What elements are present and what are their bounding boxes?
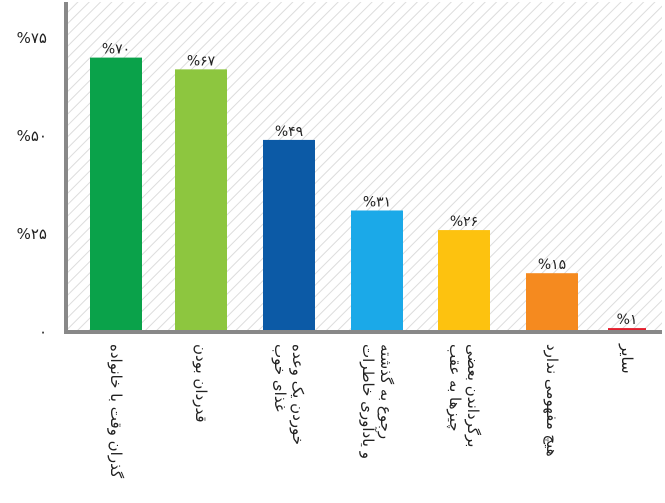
y-tick-label-2: %۵۰ (17, 127, 47, 145)
bar-value-label-1: %۶۷ (187, 53, 216, 69)
category-label-line: و یادآوری خاطرات (359, 344, 377, 459)
category-label-line: رجوع به گذشته (377, 344, 395, 439)
y-tick-label-0: ۰ (39, 323, 47, 341)
category-label-6: سایر (618, 343, 636, 374)
bar-4 (438, 230, 490, 332)
category-label-line: قدردان بودن (192, 344, 210, 423)
category-label-line: گذران وقت با خانواده (107, 344, 125, 479)
bar-0 (90, 57, 142, 332)
bar-1 (175, 69, 227, 333)
bar-value-label-3: %۳۱ (363, 194, 391, 210)
bar-value-label-2: %۴۹ (275, 124, 303, 140)
bar-value-label-0: %۷۰ (102, 42, 130, 58)
bar-value-label-6: %۱ (617, 312, 638, 328)
category-label-line: خوردن یک وعده (289, 344, 307, 445)
bar-3 (351, 210, 403, 332)
bar-value-label-4: %۲۶ (450, 214, 478, 230)
category-label-line: برگرداندن بعضی (464, 344, 482, 447)
category-label-line: هیچ مفهومی ندارد (543, 344, 561, 457)
bar-2 (263, 139, 315, 332)
category-label-5: هیچ مفهومی ندارد (543, 344, 561, 457)
category-label-0: گذران وقت با خانواده (107, 344, 125, 479)
bar-value-label-5: %۱۵ (538, 257, 566, 273)
y-tick-label-3: %۷۵ (17, 29, 47, 47)
category-label-line: سایر (618, 343, 636, 374)
category-label-line: چیزها به عقب (446, 344, 464, 432)
y-tick-label-1: %۲۵ (17, 225, 47, 243)
category-label-line: غذای خوب (271, 344, 289, 412)
category-label-1: قدردان بودن (192, 344, 210, 423)
bar-5 (526, 273, 578, 332)
